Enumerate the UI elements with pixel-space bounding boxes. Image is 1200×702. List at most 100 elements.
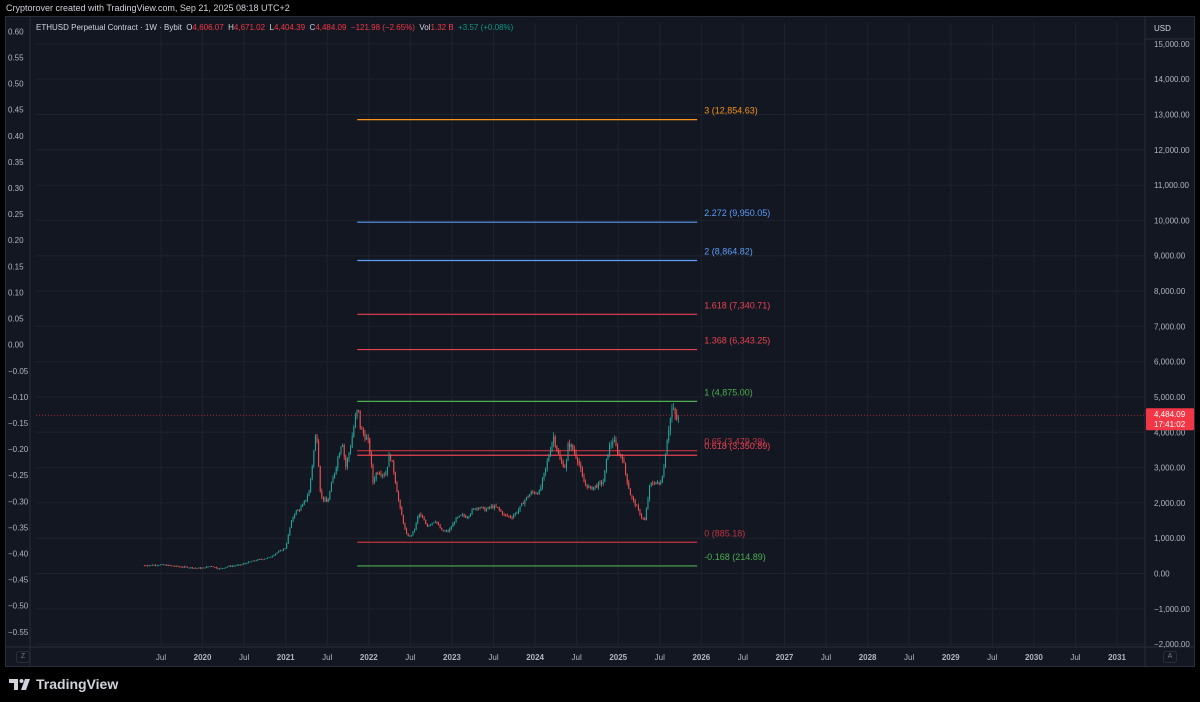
x-axis-tick: 2031 — [1108, 653, 1126, 662]
candle-body — [641, 514, 643, 518]
candle-body — [273, 555, 275, 557]
candle-body — [452, 523, 454, 527]
left-axis-tick: 0.40 — [8, 132, 24, 141]
candle-body — [543, 472, 545, 479]
candle-body — [666, 440, 668, 455]
candle-body — [284, 548, 286, 550]
candle-body — [501, 511, 503, 515]
candle-body — [430, 524, 432, 526]
candle-body — [383, 474, 385, 476]
candle-body — [298, 509, 300, 511]
candle-body — [281, 550, 283, 552]
candle-body — [171, 565, 173, 567]
candle-body — [665, 454, 667, 468]
candle-body — [250, 561, 253, 563]
candle-body — [557, 450, 559, 454]
candle-body — [393, 461, 395, 473]
candle-body — [492, 505, 494, 509]
candle-body — [628, 482, 630, 489]
candle-body — [425, 520, 427, 524]
candle-body — [561, 459, 563, 462]
candle-body — [556, 445, 558, 451]
candle-body — [388, 454, 390, 467]
currency-label: USD — [1154, 24, 1171, 33]
left-axis-tick: 0.60 — [8, 27, 24, 36]
candle-body — [418, 514, 420, 517]
candle-body — [335, 467, 337, 473]
candle-body — [150, 564, 152, 566]
price-chart[interactable]: 0.60 0.55 0.50 0.45 0.40 0.35 0.30 0.25 0.20 0.15… — [6, 17, 1194, 666]
candle-body — [441, 528, 443, 530]
chart-frame[interactable]: 0.60 0.55 0.50 0.45 0.40 0.35 0.30 0.25 0.20 0.15… — [5, 16, 1195, 667]
left-axis-tick: 0.55 — [8, 53, 24, 62]
candle-body — [318, 441, 320, 467]
right-axis-tick: 5,000.00 — [1154, 393, 1186, 402]
candle-body — [292, 517, 294, 522]
candle-body — [174, 566, 176, 567]
candle-body — [540, 486, 542, 491]
tradingview-logo[interactable]: TradingView — [9, 676, 118, 692]
candle-body — [604, 470, 606, 483]
candle-body — [330, 483, 332, 492]
candle-body — [676, 414, 678, 420]
right-axis-tick: 10,000.00 — [1154, 216, 1190, 225]
candle-body — [340, 446, 342, 454]
corner-right-button[interactable]: A — [1163, 651, 1177, 663]
candle-body — [525, 497, 527, 500]
x-axis-tick: Jul — [488, 653, 498, 662]
candle-body — [321, 491, 323, 497]
candle-body — [201, 568, 203, 569]
candle-body — [583, 476, 585, 483]
candle-body — [254, 560, 256, 562]
candle-body — [649, 485, 651, 499]
low-label: L — [269, 23, 274, 32]
symbol-name[interactable]: ETHUSD Perpetual Contract · 1W · Bybit — [36, 23, 182, 32]
candle-body — [669, 418, 671, 431]
candle-body — [537, 493, 539, 495]
fib-level-label: 2.272 (9,950.05) — [704, 208, 770, 218]
candle-body — [313, 450, 315, 466]
candle-body — [353, 427, 355, 437]
candle-body — [463, 514, 465, 517]
candle-body — [433, 522, 435, 524]
candle-body — [252, 560, 254, 562]
candle-body — [599, 481, 601, 483]
candle-body — [551, 442, 553, 451]
candle-body — [591, 486, 593, 490]
candle-body — [295, 510, 297, 515]
candle-body — [458, 515, 460, 518]
candle-body — [601, 481, 603, 484]
candle-body — [297, 509, 299, 511]
candle-body — [399, 500, 401, 508]
candle-body — [314, 436, 316, 451]
vol-value: 1.32 B — [430, 23, 454, 32]
candle-body — [517, 510, 519, 513]
candle-body — [242, 563, 245, 565]
candle-body — [177, 565, 179, 567]
corner-left-button[interactable]: Z — [16, 651, 30, 663]
candle-body — [577, 457, 579, 462]
candle-body — [564, 466, 566, 468]
candle-body — [369, 438, 371, 454]
candle-body — [282, 548, 284, 551]
candle-body — [290, 521, 292, 528]
candle-body — [594, 485, 596, 488]
candle-body — [417, 516, 419, 523]
x-axis-tick: Jul — [239, 653, 249, 662]
candle-body — [260, 559, 262, 560]
candle-body — [306, 496, 308, 500]
candle-body — [185, 566, 187, 568]
candle-body — [391, 460, 393, 462]
candle-body — [305, 499, 307, 502]
open-value: 4,606.07 — [192, 23, 224, 32]
candle-body — [247, 561, 249, 564]
corner-left-label: Z — [20, 653, 26, 660]
candle-body — [521, 503, 523, 507]
candle-body — [167, 565, 169, 566]
candle-body — [485, 509, 488, 512]
candle-body — [172, 565, 174, 567]
candle-body — [188, 567, 190, 569]
candle-body — [434, 521, 436, 523]
candle-body — [233, 565, 235, 567]
candle-body — [495, 505, 497, 508]
